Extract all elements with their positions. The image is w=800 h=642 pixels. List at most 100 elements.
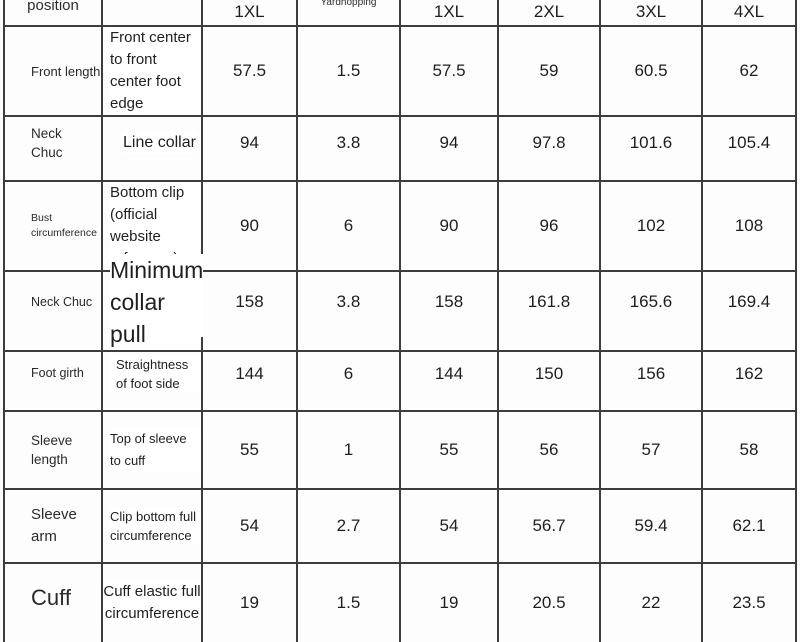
size-value-3xl: 102 [636,216,666,235]
size-value-2xl: 97.8 [532,133,566,152]
size-chart-table: position 1XL Yardhopping 1XL 2XL [3,0,797,642]
cell-position: Cuff [5,564,103,642]
row-description-label: Top of sleeve to cuff [110,428,201,472]
cell-size-value-2xl: 161.8 [499,254,601,352]
size-value-4xl: 162 [734,363,764,383]
cell-increment-value: 1.5 [298,27,401,117]
header-size-subcell: 1XL [401,0,497,25]
table-row: Neck Chuc Line collar 94 3.8 94 97.8 101… [5,106,795,182]
cell-base-size-value: 57.5 [203,27,298,117]
base-size-value: 144 [235,363,264,383]
header-size-subcell: 3XL [601,0,701,25]
cell-increment-value: 3.8 [298,106,401,182]
cell-size-value-3xl: 102 [601,182,703,272]
cell-size-value-1xl: 144 [401,337,499,412]
row-position-label: Foot girth [31,366,84,380]
size-value-1xl: 54 [439,516,459,535]
increment-value: 1.5 [336,593,361,612]
cell-increment-value: 6 [298,182,401,272]
cell-increment-value: 3.8 [298,254,401,352]
header-yardhopping-label: Yardhopping [320,0,377,8]
increment-value: 1 [343,440,354,459]
increment-value: 6 [343,216,354,235]
cell-size-value-4xl: 108 [703,182,795,272]
table-header-row: position 1XL Yardhopping 1XL 2XL [5,0,795,27]
cell-size-value-3xl: 101.6 [601,106,703,182]
increment-value: 3.8 [336,292,361,311]
cell-size-value-4xl: 162 [703,337,795,412]
size-value-2xl: 96 [539,216,559,235]
size-value-4xl: 58 [739,440,759,459]
base-size-value: 19 [240,593,259,612]
cell-increment-value: 1.5 [298,564,401,642]
increment-value: 3.8 [336,133,361,152]
cell-description: Cuff elastic full circumference [103,564,203,642]
row-description-label: Minimum collar pull [110,254,204,350]
table-row: Cuff Cuff elastic full circumference 19 … [5,564,795,642]
row-description-label: Line collar [123,132,196,154]
cell-size-value-1xl: 94 [401,106,499,182]
base-size-value: 158 [235,292,264,311]
table-body: Front length Front center to front cente… [5,27,795,642]
table-row: Foot girth Straightness of foot side 144… [5,337,795,412]
row-position-label: Cuff [31,585,71,610]
cell-position: Front length [5,27,103,117]
cell-size-value-2xl: 56 [499,412,601,490]
cell-size-value-2xl: 150 [499,337,601,412]
cell-size-value-1xl: 90 [401,182,499,272]
cell-position: Sleeve arm [5,490,103,564]
cell-base-size-value: 54 [203,490,298,564]
cell-description: Line collar [103,106,203,182]
header-size-label-3xl: 3XL [635,2,667,21]
cell-size-value-3xl: 22 [601,564,703,642]
row-position-label: Neck Chuc [31,126,63,160]
size-value-4xl: 108 [734,216,764,235]
cell-size-value-3xl: 59.4 [601,490,703,564]
size-value-2xl: 20.5 [532,593,566,612]
cell-size-value-4xl: 62 [703,27,795,117]
cell-size-value-1xl: 55 [401,412,499,490]
size-value-3xl: 165.6 [629,292,673,311]
row-position-label: Neck Chuc [31,294,93,309]
base-size-value: 54 [240,516,259,535]
cell-size-value-4xl: 62.1 [703,490,795,564]
cell-size-value-4xl: 169.4 [703,254,795,352]
row-position-label: Sleeve arm [31,506,77,545]
size-value-4xl: 62.1 [732,516,766,535]
header-size-subcell: 4XL [703,0,795,25]
cell-size-value-2xl: 56.7 [499,490,601,564]
header-base-size-label: 1XL [234,2,265,21]
size-value-1xl: 94 [439,133,459,152]
cell-size-value-1xl: 57.5 [401,27,499,117]
size-value-2xl: 56 [539,440,559,459]
size-value-3xl: 22 [641,593,661,612]
cell-position: Bust circumference [5,182,103,272]
header-cell-size-3xl: 3XL [601,0,703,27]
header-cell-size-4xl: 4XL [703,0,795,27]
size-value-4xl: 62 [739,61,759,80]
header-cell-description [103,0,203,27]
size-value-3xl: 59.4 [634,516,668,535]
size-value-3xl: 60.5 [634,61,668,80]
table-row: Bust circumference Bottom clip (official… [5,182,795,272]
cell-size-value-2xl: 59 [499,27,601,117]
row-position-label: Bust circumference [31,212,97,239]
cell-size-value-1xl: 19 [401,564,499,642]
cell-size-value-4xl: 105.4 [703,106,795,182]
cell-size-value-2xl: 96 [499,182,601,272]
size-value-1xl: 144 [434,363,464,383]
cell-description: Straightness of foot side [103,337,203,412]
cell-base-size-value: 94 [203,106,298,182]
size-value-4xl: 23.5 [732,593,766,612]
cell-base-size-value: 19 [203,564,298,642]
header-position-label: position [27,0,79,14]
header-cell-position: position [5,0,103,27]
cell-position: Neck Chuc [5,254,103,352]
header-cell-size-1xl: 1XL [401,0,499,27]
header-size-label-1xl: 1XL [433,2,465,21]
increment-value: 6 [343,363,354,383]
table-row: Neck Chuc Minimum collar pull 158 3.8 15… [5,254,795,352]
table-row: Front length Front center to front cente… [5,27,795,117]
cell-position: Sleeve length [5,412,103,490]
